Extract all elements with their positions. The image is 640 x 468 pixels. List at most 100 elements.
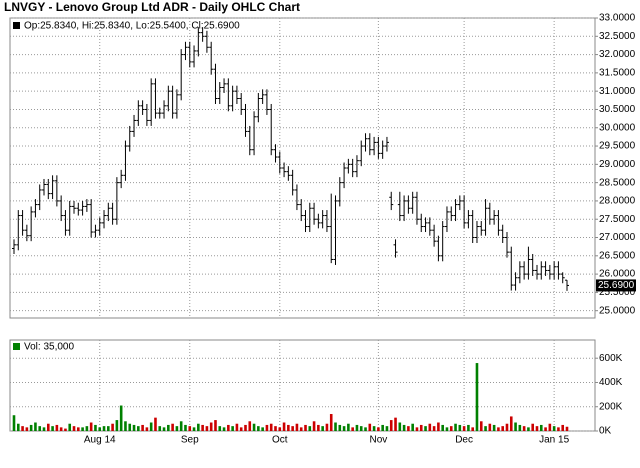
volume-bar	[299, 427, 303, 431]
volume-bar	[359, 426, 363, 431]
volume-bar	[475, 363, 479, 431]
volume-bar	[128, 423, 132, 431]
y-tick-label: 31.0000	[599, 86, 636, 97]
volume-bar	[484, 426, 487, 431]
volume-bar	[531, 423, 535, 431]
y-tick-label: 28.0000	[599, 196, 636, 207]
volume-bar	[535, 426, 539, 431]
volume-bar	[269, 423, 273, 431]
volume-bar	[445, 427, 449, 431]
y-tick-label: 30.0000	[599, 122, 636, 133]
volume-bar	[209, 422, 213, 431]
volume-bar	[372, 426, 376, 431]
volume-bar	[321, 426, 324, 431]
volume-bar	[141, 424, 144, 431]
volume-bar	[46, 423, 50, 431]
volume-bar	[527, 427, 530, 431]
volume-bar	[274, 426, 277, 431]
volume-bar	[497, 427, 500, 431]
volume-bar	[239, 427, 243, 431]
volume-bar	[265, 424, 269, 431]
y-tick-label: 600K	[599, 353, 623, 364]
volume-bar	[419, 424, 423, 431]
volume-bar	[77, 427, 80, 431]
volume-bar	[355, 424, 359, 431]
y-tick-label: 27.5000	[599, 214, 636, 225]
y-tick-label: 25.0000	[599, 305, 636, 316]
volume-bar	[42, 427, 46, 431]
volume-bar	[38, 426, 42, 431]
volume-bar	[291, 426, 294, 431]
volume-bar	[21, 426, 24, 431]
y-tick-label: 33.0000	[599, 13, 636, 24]
x-tick-label: Nov	[369, 435, 387, 446]
volume-bar	[29, 424, 33, 431]
volume-bar	[325, 423, 329, 431]
volume-bar	[89, 422, 93, 431]
volume-bar	[257, 426, 260, 431]
volume-bar	[488, 423, 492, 431]
y-tick-label: 200K	[599, 401, 623, 412]
volume-bar	[81, 427, 84, 431]
volume-bar	[317, 424, 320, 431]
volume-bar	[308, 426, 312, 431]
x-tick-label: Aug 14	[84, 435, 116, 446]
volume-bar	[158, 426, 162, 431]
volume-bar	[449, 426, 453, 431]
price-panel	[9, 17, 596, 319]
volume-bar	[154, 417, 157, 431]
volume-bar	[68, 423, 72, 431]
volume-bar	[501, 426, 504, 431]
volume-bar	[334, 422, 337, 431]
volume-bar	[415, 427, 419, 431]
volume-bar	[389, 420, 393, 431]
volume-bar	[201, 424, 204, 431]
volume-bar	[312, 421, 316, 431]
volume-bar	[437, 422, 440, 431]
y-tick-label: 28.5000	[599, 177, 636, 188]
volume-bar	[59, 427, 63, 431]
last-price-label: 25.6900	[598, 280, 635, 291]
volume-bar	[411, 423, 414, 431]
volume-bar	[347, 423, 350, 431]
volume-bar	[278, 427, 282, 431]
volume-bar	[197, 423, 200, 431]
y-tick-label: 31.5000	[599, 68, 636, 79]
volume-bar	[381, 424, 384, 431]
volume-bar	[235, 423, 239, 431]
volume-bar	[137, 426, 140, 431]
volume-bar	[55, 424, 59, 431]
volume-bar	[471, 427, 474, 431]
volume-bar	[102, 426, 106, 431]
volume-bar	[149, 422, 153, 431]
volume-bar	[214, 420, 217, 431]
volume-bar	[115, 420, 119, 431]
volume-bar	[171, 423, 174, 431]
chart-title: LNVGY - Lenovo Group Ltd ADR - Daily OHL…	[4, 0, 300, 14]
volume-bar	[25, 427, 29, 431]
volume-bar	[394, 417, 397, 431]
volume-bar	[548, 423, 552, 431]
volume-bar	[205, 426, 209, 431]
volume-bar	[329, 414, 333, 431]
volume-bar	[248, 421, 252, 431]
volume-bar	[432, 426, 436, 431]
volume-bar	[561, 424, 565, 431]
ohlc-legend: Op:25.8340, Hi:25.8340, Lo:25.5400, Cl:2…	[24, 21, 240, 32]
last-price-tag	[596, 279, 636, 292]
volume-bar	[16, 423, 20, 431]
volume-bar	[119, 405, 123, 431]
volume-bar	[492, 424, 496, 431]
volume-bar	[64, 428, 67, 431]
volume-bar	[145, 427, 149, 431]
y-tick-label: 400K	[599, 377, 623, 388]
volume-bar	[304, 424, 307, 431]
volume-bar	[287, 424, 290, 431]
volume-bar	[368, 423, 372, 431]
volume-bar	[218, 426, 222, 431]
volume-bar	[565, 426, 569, 431]
volume-bar	[424, 426, 427, 431]
volume-bar	[385, 426, 389, 431]
y-tick-label: 27.0000	[599, 232, 636, 243]
